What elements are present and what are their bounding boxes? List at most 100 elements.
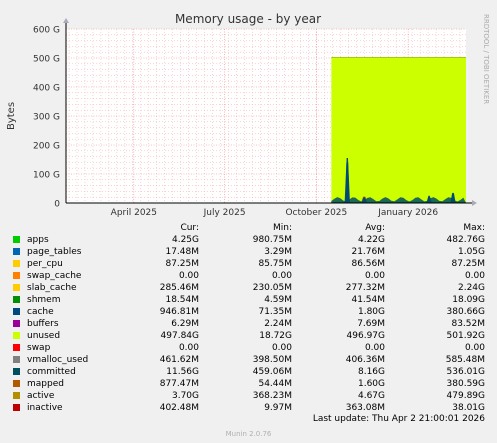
legend-series-name: active <box>27 391 55 401</box>
legend-row-swap: swap 0.00 0.00 0.00 0.00 <box>0 342 497 354</box>
legend-avg-value: 4.67G <box>357 391 385 401</box>
y-tick-label: 200 G <box>33 142 60 152</box>
series-committed-noise <box>331 197 466 203</box>
legend-max-value: 380.59G <box>446 379 485 389</box>
legend-row-committed: committed 11.56G 459.06M 8.16G 536.01G <box>0 366 497 378</box>
chart: 0 100 G 200 G 300 G 400 G 500 G 600 G April 202… <box>6 12 490 218</box>
legend-min-value: 54.44M <box>258 379 292 389</box>
legend-cur-value: 11.56G <box>166 367 199 377</box>
legend-row-shmem: shmem 18.54M 4.59M 41.54M 18.09G <box>0 294 497 306</box>
legend-max-value: 380.66G <box>446 307 485 317</box>
legend-swatch <box>13 320 20 327</box>
y-tick-label: 400 G <box>33 84 60 94</box>
legend-min-value: 0.00 <box>271 271 292 281</box>
legend-max-value: 501.92G <box>446 331 485 341</box>
legend-min-value: 3.29M <box>264 247 292 257</box>
legend-cur-value: 877.47M <box>159 379 199 389</box>
legend-header-max: Max: <box>463 223 485 233</box>
legend-min-value: 230.05M <box>252 283 292 293</box>
legend-row-vmalloc_used: vmalloc_used 461.62M 398.50M 406.36M 585.48M <box>0 354 497 366</box>
legend-row-mapped: mapped 877.47M 54.44M 1.60G 380.59G <box>0 378 497 390</box>
legend-max-value: 1.05G <box>457 247 485 257</box>
x-tick-label: April 2025 <box>111 208 157 218</box>
legend-row-apps: apps 4.25G 980.75M 4.22G 482.76G <box>0 234 497 246</box>
legend-series-name: page_tables <box>27 247 82 257</box>
legend-series-name: shmem <box>27 295 61 305</box>
legend-series-name: unused <box>27 331 61 341</box>
legend-min-value: 0.00 <box>271 343 292 353</box>
legend-cur-value: 402.48M <box>159 403 199 413</box>
legend-avg-value: 363.08M <box>345 403 385 413</box>
legend-min-value: 398.50M <box>252 355 292 365</box>
legend-avg-value: 7.69M <box>357 319 385 329</box>
legend-swatch <box>13 272 20 279</box>
legend-cur-value: 6.29M <box>171 319 199 329</box>
legend-cur-value: 497.84G <box>160 331 199 341</box>
legend-min-value: 2.24M <box>264 319 292 329</box>
legend-cur-value: 461.62M <box>159 355 199 365</box>
legend-avg-value: 4.22G <box>357 235 385 245</box>
legend-avg-value: 0.00 <box>364 343 385 353</box>
legend-series-name: mapped <box>27 379 64 389</box>
legend-swatch <box>13 368 20 375</box>
y-tick-label: 300 G <box>33 113 60 123</box>
legend-cur-value: 87.25M <box>165 259 199 269</box>
legend-header-row: Cur: Min: Avg: Max: <box>0 222 497 234</box>
legend-series-name: cache <box>27 307 54 317</box>
legend-row-unused: unused 497.84G 18.72G 496.97G 501.92G <box>0 330 497 342</box>
legend-avg-value: 406.36M <box>345 355 385 365</box>
legend-max-value: 0.00 <box>464 271 485 281</box>
legend-row-per_cpu: per_cpu 87.25M 85.75M 86.56M 87.25M <box>0 258 497 270</box>
legend-min-value: 71.35M <box>258 307 292 317</box>
legend-swatch <box>13 236 20 243</box>
legend-row-active: active 3.70G 368.23M 4.67G 479.89G <box>0 390 497 402</box>
legend-max-value: 2.24G <box>457 283 485 293</box>
rrdtool-side-label: RRDTOOL / TOBI OETIKER <box>482 14 490 104</box>
x-axis-arrow <box>472 200 477 206</box>
legend-min-value: 85.75M <box>258 259 292 269</box>
legend-avg-value: 277.32M <box>345 283 385 293</box>
legend-avg-value: 0.00 <box>364 271 385 281</box>
legend-max-value: 18.09G <box>452 295 485 305</box>
y-axis-label: Bytes <box>6 102 17 130</box>
legend-swatch <box>13 260 20 267</box>
legend-row-cache: cache 946.81M 71.35M 1.80G 380.66G <box>0 306 497 318</box>
legend-avg-value: 8.16G <box>357 367 385 377</box>
series-unused <box>331 57 466 203</box>
legend-header-avg: Avg: <box>365 223 385 233</box>
legend-row-page_tables: page_tables 17.48M 3.29M 21.76M 1.05G <box>0 246 497 258</box>
legend-header-min: Min: <box>272 223 292 233</box>
legend-swatch <box>13 332 20 339</box>
legend-max-value: 482.76G <box>446 235 485 245</box>
legend-cur-value: 4.25G <box>171 235 199 245</box>
y-tick-label: 600 G <box>33 26 60 36</box>
legend-max-value: 0.00 <box>464 343 485 353</box>
series-cache-spike <box>345 158 350 203</box>
legend-header-cur: Cur: <box>180 223 199 233</box>
legend-swatch <box>13 308 20 315</box>
legend-swatch <box>13 296 20 303</box>
legend-series-name: committed <box>27 367 76 377</box>
legend: Cur: Min: Avg: Max: apps 4.25G 980.75M 4.22… <box>0 222 497 414</box>
y-tick-label: 100 G <box>33 171 60 181</box>
legend-row-inactive: inactive 402.48M 9.97M 363.08M 38.01G <box>0 402 497 414</box>
legend-series-name: swap_cache <box>27 271 82 281</box>
legend-max-value: 83.52M <box>451 319 485 329</box>
legend-row-swap_cache: swap_cache 0.00 0.00 0.00 0.00 <box>0 270 497 282</box>
legend-avg-value: 86.56M <box>351 259 385 269</box>
legend-series-name: per_cpu <box>27 259 63 269</box>
legend-max-value: 479.89G <box>446 391 485 401</box>
legend-series-name: buffers <box>27 319 59 329</box>
legend-swatch <box>13 344 20 351</box>
legend-min-value: 4.59M <box>264 295 292 305</box>
legend-row-buffers: buffers 6.29M 2.24M 7.69M 83.52M <box>0 318 497 330</box>
chart-title: Memory usage - by year <box>175 12 321 26</box>
legend-series-name: inactive <box>27 403 63 413</box>
last-update: Last update: Thu Apr 2 21:00:01 2026 <box>312 414 485 424</box>
legend-avg-value: 21.76M <box>351 247 385 257</box>
legend-cur-value: 0.00 <box>178 343 199 353</box>
legend-swatch <box>13 404 20 411</box>
legend-max-value: 87.25M <box>451 259 485 269</box>
legend-avg-value: 496.97G <box>346 331 385 341</box>
legend-cur-value: 0.00 <box>178 271 199 281</box>
